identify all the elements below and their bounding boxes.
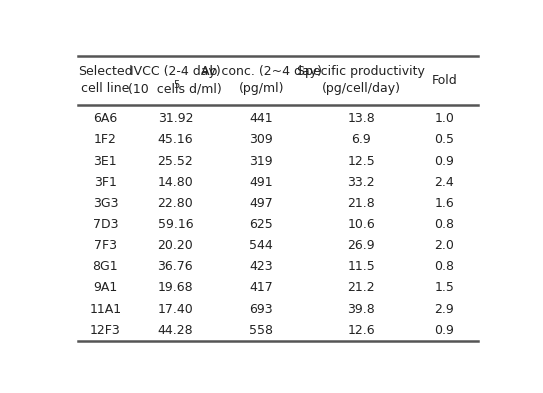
- Text: 7D3: 7D3: [93, 218, 118, 231]
- Text: 14.80: 14.80: [157, 176, 193, 189]
- Text: 12F3: 12F3: [90, 323, 121, 337]
- Text: 0.9: 0.9: [434, 323, 454, 337]
- Text: 319: 319: [249, 154, 273, 167]
- Text: Ab conc. (2~4 day)
(pg/ml): Ab conc. (2~4 day) (pg/ml): [201, 66, 322, 95]
- Text: 20.20: 20.20: [157, 239, 193, 252]
- Text: 1.0: 1.0: [434, 112, 454, 125]
- Text: 12.5: 12.5: [348, 154, 375, 167]
- Text: 497: 497: [249, 197, 273, 210]
- Text: 7F3: 7F3: [94, 239, 117, 252]
- Text: 44.28: 44.28: [157, 323, 193, 337]
- Text: 5: 5: [174, 79, 180, 90]
- Text: 11A1: 11A1: [89, 303, 122, 316]
- Text: 2.4: 2.4: [434, 176, 454, 189]
- Text: 19.68: 19.68: [157, 281, 193, 294]
- Text: 17.40: 17.40: [157, 303, 193, 316]
- Text: 491: 491: [249, 176, 273, 189]
- Text: 0.8: 0.8: [434, 218, 454, 231]
- Text: 8G1: 8G1: [92, 260, 118, 273]
- Text: Fold: Fold: [431, 74, 457, 87]
- Text: 36.76: 36.76: [157, 260, 193, 273]
- Text: 12.6: 12.6: [348, 323, 375, 337]
- Text: 441: 441: [249, 112, 273, 125]
- Text: Specific productivity
(pg/cell/day): Specific productivity (pg/cell/day): [298, 66, 425, 95]
- Text: 22.80: 22.80: [157, 197, 193, 210]
- Text: 3F1: 3F1: [94, 176, 117, 189]
- Text: 1.5: 1.5: [434, 281, 454, 294]
- Text: 693: 693: [249, 303, 273, 316]
- Text: 25.52: 25.52: [157, 154, 193, 167]
- Text: 45.16: 45.16: [157, 134, 193, 147]
- Text: Selected
cell line: Selected cell line: [78, 66, 132, 95]
- Text: 31.92: 31.92: [157, 112, 193, 125]
- Text: 33.2: 33.2: [348, 176, 375, 189]
- Text: 1F2: 1F2: [94, 134, 117, 147]
- Text: 423: 423: [249, 260, 273, 273]
- Text: 3E1: 3E1: [93, 154, 117, 167]
- Text: 0.8: 0.8: [434, 260, 454, 273]
- Text: 0.5: 0.5: [434, 134, 454, 147]
- Text: 6A6: 6A6: [93, 112, 117, 125]
- Text: 59.16: 59.16: [157, 218, 193, 231]
- Text: IVCC (2-4 day)
(10  cells d/ml): IVCC (2-4 day) (10 cells d/ml): [129, 66, 222, 95]
- Text: 21.8: 21.8: [348, 197, 375, 210]
- Text: 2.0: 2.0: [434, 239, 454, 252]
- Text: 26.9: 26.9: [348, 239, 375, 252]
- Text: 11.5: 11.5: [348, 260, 375, 273]
- Text: 544: 544: [249, 239, 273, 252]
- Text: 1.6: 1.6: [434, 197, 454, 210]
- Text: 10.6: 10.6: [348, 218, 375, 231]
- Text: 6.9: 6.9: [351, 134, 371, 147]
- Text: 0.9: 0.9: [434, 154, 454, 167]
- Text: 21.2: 21.2: [348, 281, 375, 294]
- Text: 558: 558: [249, 323, 273, 337]
- Text: 13.8: 13.8: [348, 112, 375, 125]
- Text: 625: 625: [249, 218, 273, 231]
- Text: 417: 417: [249, 281, 273, 294]
- Text: 9A1: 9A1: [93, 281, 117, 294]
- Text: 39.8: 39.8: [348, 303, 375, 316]
- Text: 3G3: 3G3: [93, 197, 118, 210]
- Text: 309: 309: [249, 134, 273, 147]
- Text: 2.9: 2.9: [434, 303, 454, 316]
